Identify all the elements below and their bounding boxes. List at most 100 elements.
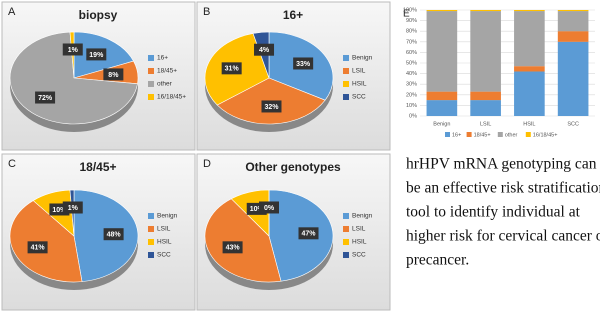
value-label-box (35, 91, 56, 104)
value-label: 32% (264, 104, 279, 111)
value-label: 72% (38, 95, 53, 102)
paragraph-line: be an effective risk stratification (406, 180, 600, 197)
bar-segment (426, 100, 458, 116)
legend-label: LSIL (352, 68, 366, 75)
legend-swatch (148, 213, 154, 219)
legend-label: SCC (352, 94, 366, 101)
paragraph-line: higher risk for cervical cancer or (406, 228, 600, 245)
legend-swatch (497, 132, 503, 137)
bar-segment (470, 10, 501, 12)
bar-segment (557, 41, 589, 116)
y-tick-label: 10% (406, 103, 417, 109)
paragraph-line: precancer. (406, 252, 469, 269)
legend-swatch (148, 81, 154, 87)
value-label-box (221, 62, 242, 75)
y-tick-label: 50% (406, 60, 417, 66)
paragraph-line: hrHPV mRNA genotyping can (406, 156, 597, 173)
value-label: 31% (225, 66, 240, 73)
value-label-box (261, 100, 282, 113)
bar-segment (470, 91, 501, 101)
legend-label: 18/45+ (157, 68, 177, 75)
value-label: 41% (31, 245, 46, 252)
value-label: 48% (107, 232, 122, 239)
value-label: 43% (226, 245, 241, 252)
y-tick-label: 70% (406, 39, 417, 45)
legend-label: SCC (352, 252, 366, 259)
legend-swatch (343, 239, 349, 245)
y-tick-label: 80% (406, 29, 417, 35)
bar-segment (470, 11, 501, 92)
legend-swatch (466, 132, 472, 137)
legend-swatch (148, 55, 154, 61)
legend-label: Benign (352, 55, 373, 62)
bar-segment (426, 10, 458, 12)
value-label: 0% (264, 205, 275, 212)
value-label-box (86, 48, 107, 61)
legend-label: SCC (157, 252, 171, 259)
y-tick-label: 20% (406, 92, 417, 98)
legend-swatch (343, 226, 349, 232)
legend-swatch (343, 94, 349, 100)
bar-segment (514, 71, 545, 116)
legend-label: HSIL (352, 81, 367, 88)
panel-label: B (203, 6, 210, 18)
legend-label: Benign (352, 213, 373, 220)
pie-title: biopsy (79, 8, 118, 22)
legend-swatch (525, 132, 531, 137)
value-label: 47% (301, 231, 316, 238)
paragraph-line: tool to identify individual at (406, 204, 581, 221)
value-label: 10% (52, 207, 67, 214)
legend-label: other (505, 132, 518, 138)
x-tick-label: SCC (567, 121, 579, 127)
legend-label: Benign (157, 213, 178, 220)
panel-label: D (203, 158, 211, 170)
pie-slice (9, 200, 83, 283)
x-tick-label: HSIL (523, 121, 535, 127)
value-label: 8% (108, 72, 119, 79)
pie-title: Other genotypes (245, 160, 341, 174)
y-tick-label: 90% (406, 18, 417, 24)
legend-swatch (343, 68, 349, 74)
bar-segment (426, 11, 458, 92)
value-label-box (62, 43, 83, 56)
value-label-box (27, 241, 48, 254)
value-label-box (254, 43, 275, 56)
bar-segment (470, 100, 501, 116)
y-tick-label: 30% (406, 82, 417, 88)
y-tick-label: 60% (406, 50, 417, 56)
value-label-box (222, 241, 243, 254)
legend-label: other (157, 81, 173, 88)
legend-label: 16/18/45+ (157, 94, 186, 101)
legend-swatch (343, 213, 349, 219)
panel-label: C (8, 158, 16, 170)
legend-label: 16+ (157, 55, 168, 62)
legend-swatch (148, 226, 154, 232)
value-label: 10% (250, 206, 265, 213)
legend-swatch (148, 252, 154, 258)
x-tick-label: LSIL (480, 121, 491, 127)
legend-swatch (148, 68, 154, 74)
value-label: 1% (68, 205, 79, 212)
value-label-box (62, 201, 83, 214)
pie-title: 18/45+ (79, 160, 116, 174)
bar-segment (514, 11, 545, 67)
bar-segment (514, 66, 545, 72)
value-label-box (103, 68, 124, 81)
bar-segment (557, 31, 589, 42)
value-label-box (259, 201, 279, 214)
legend-label: 18/45+ (474, 132, 491, 138)
bar-segment (557, 11, 589, 32)
legend-label: 16+ (452, 132, 461, 138)
bar-segment (514, 10, 545, 12)
value-label: 4% (259, 47, 270, 54)
x-tick-label: Benign (433, 121, 450, 127)
legend-label: LSIL (157, 226, 171, 233)
legend-label: HSIL (352, 239, 367, 246)
legend-swatch (343, 81, 349, 87)
y-tick-label: 40% (406, 71, 417, 77)
pie-title: 16+ (283, 8, 303, 22)
panel-label: E (403, 9, 410, 20)
y-tick-label: 100% (403, 7, 417, 13)
legend-label: LSIL (352, 226, 366, 233)
